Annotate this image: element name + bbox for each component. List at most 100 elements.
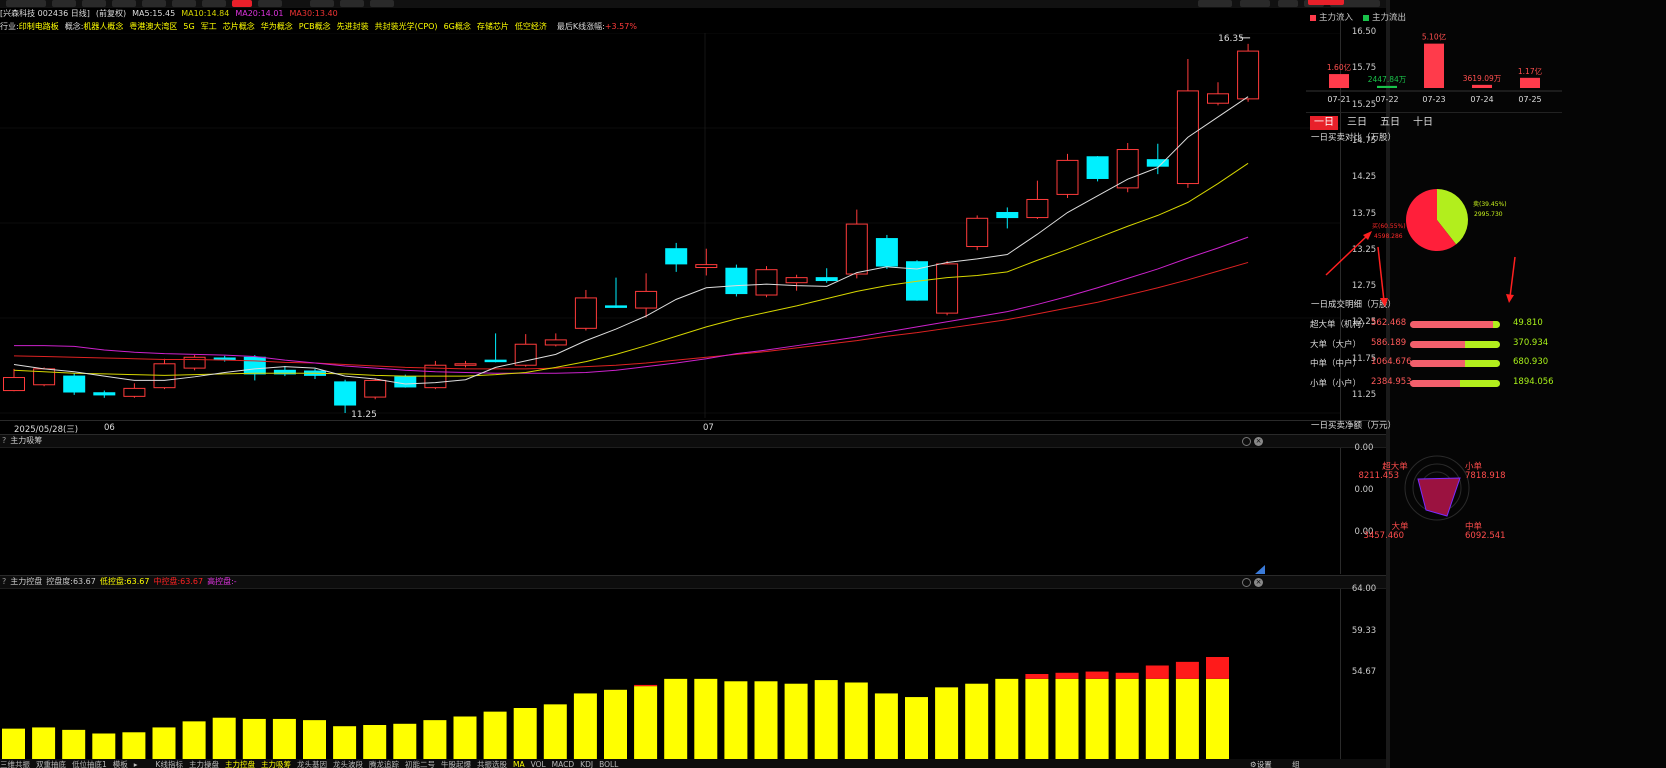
candlestick-chart[interactable]: 16.35 11.25 (0, 33, 1340, 418)
control-bar[interactable] (604, 689, 627, 759)
toolbar-button[interactable] (142, 0, 166, 7)
control-bar-chart[interactable] (0, 589, 1340, 759)
control-bar[interactable] (1055, 678, 1079, 759)
control-bar[interactable] (182, 721, 206, 759)
gear-icon[interactable] (1242, 578, 1251, 587)
resize-corner-icon[interactable] (1255, 565, 1265, 574)
bottom-tab[interactable]: KDJ (580, 760, 594, 768)
concept-tag[interactable]: 军工 (200, 22, 217, 31)
flow-bar[interactable] (1377, 85, 1397, 88)
help-icon[interactable]: ? (2, 436, 7, 445)
control-bar[interactable] (513, 708, 537, 759)
control-bar[interactable] (483, 711, 507, 759)
bottom-tab[interactable]: 共振选股 (476, 760, 507, 768)
bottom-tab[interactable]: MA (512, 760, 525, 768)
candle[interactable] (454, 360, 477, 368)
candle[interactable] (815, 268, 838, 283)
control-bar[interactable] (995, 678, 1019, 759)
settings-icon[interactable]: ⚙ (1250, 760, 1257, 768)
candle[interactable] (755, 266, 778, 298)
control-bar[interactable] (1206, 678, 1229, 759)
control-bar[interactable] (573, 693, 597, 759)
control-bar[interactable] (935, 687, 959, 759)
control-bar[interactable] (1025, 678, 1049, 759)
candle[interactable] (785, 274, 808, 291)
settings-button[interactable]: 设置 (1256, 760, 1272, 768)
candle[interactable] (1056, 153, 1079, 199)
close-icon[interactable]: × (1254, 437, 1263, 446)
candle[interactable] (695, 248, 718, 276)
candle[interactable] (183, 355, 206, 371)
concept-tag[interactable]: 低空经济 (514, 22, 547, 31)
top-tab-active[interactable] (1308, 0, 1344, 5)
bottom-tab[interactable]: 龙头基因 (296, 760, 327, 768)
candle[interactable] (394, 374, 417, 388)
control-bar[interactable] (965, 683, 989, 759)
control-bar[interactable] (1115, 678, 1139, 759)
toolbar-button-active[interactable] (232, 0, 252, 7)
control-bar[interactable] (634, 686, 658, 759)
control-bar[interactable] (92, 733, 116, 760)
bottom-tab[interactable]: VOL (530, 760, 546, 768)
control-bar[interactable] (363, 725, 387, 759)
control-bar-red[interactable] (634, 684, 658, 687)
gear-icon[interactable] (1242, 437, 1251, 446)
candle[interactable] (544, 333, 567, 347)
candle[interactable] (33, 367, 56, 387)
control-bar[interactable] (242, 718, 266, 759)
concept-tag[interactable]: 共封装光学(CPO) (374, 22, 438, 31)
control-bar[interactable] (333, 726, 357, 759)
control-bar[interactable] (664, 678, 688, 759)
concept-tag[interactable]: 存储芯片 (476, 22, 509, 31)
toolbar-button[interactable] (172, 0, 196, 7)
control-bar[interactable] (453, 716, 477, 760)
concept-tag[interactable]: 芯片概念 (222, 22, 255, 31)
control-bar[interactable] (1145, 678, 1169, 759)
range-tab[interactable]: 一日 (1310, 116, 1338, 130)
concept-tag[interactable]: 粤港澳大湾区 (129, 22, 178, 31)
bottom-tab[interactable]: 主力控盘 (224, 760, 255, 768)
candle[interactable] (484, 333, 507, 363)
candle[interactable] (996, 207, 1019, 229)
control-bar[interactable] (393, 723, 417, 759)
toolbar-button[interactable] (340, 0, 364, 7)
control-bar[interactable] (1085, 678, 1109, 759)
toolbar-button[interactable] (6, 0, 46, 7)
candle[interactable] (424, 360, 447, 390)
control-bar-red[interactable] (1085, 671, 1109, 679)
control-bar[interactable] (694, 678, 718, 759)
control-bar[interactable] (1175, 678, 1199, 759)
toolbar-button[interactable] (202, 0, 226, 7)
control-bar[interactable] (905, 697, 928, 759)
control-bar-red[interactable] (1025, 674, 1049, 679)
control-bar[interactable] (212, 717, 236, 759)
bottom-tab[interactable]: 初能二号 (404, 760, 435, 768)
flow-bar[interactable] (1329, 74, 1349, 88)
toolbar-button[interactable] (370, 0, 394, 7)
bottom-tab[interactable]: 低位抽底1 (72, 760, 107, 768)
candle[interactable] (1116, 143, 1139, 193)
toolbar-button[interactable] (1278, 0, 1298, 7)
range-tab[interactable]: 五日 (1380, 117, 1400, 128)
bottom-tab[interactable]: 牛股起爆 (440, 760, 471, 768)
candle[interactable] (725, 264, 748, 297)
candle[interactable] (936, 261, 959, 316)
candle[interactable] (875, 234, 898, 269)
control-bar[interactable] (543, 704, 567, 759)
control-bar[interactable] (272, 718, 296, 759)
candle[interactable] (1207, 82, 1229, 106)
candle[interactable] (574, 289, 597, 331)
concept-tag[interactable]: 机器人概念 (83, 22, 124, 31)
bottom-tab[interactable]: 主力吸筹 (260, 760, 291, 768)
pie-slice[interactable] (1406, 189, 1457, 251)
control-bar[interactable] (814, 680, 838, 759)
candle[interactable] (63, 373, 86, 395)
control-bar[interactable] (152, 727, 176, 759)
concept-tag[interactable]: 先进封装 (336, 22, 369, 31)
control-bar[interactable] (62, 729, 86, 759)
flow-bar[interactable] (1472, 84, 1492, 88)
bottom-tab[interactable]: BOLL (599, 760, 619, 768)
toolbar-button[interactable] (1240, 0, 1270, 7)
stock-name[interactable]: [兴森科技 002436 日线] (0, 9, 90, 18)
bottom-tab[interactable]: 模板 (112, 760, 128, 768)
